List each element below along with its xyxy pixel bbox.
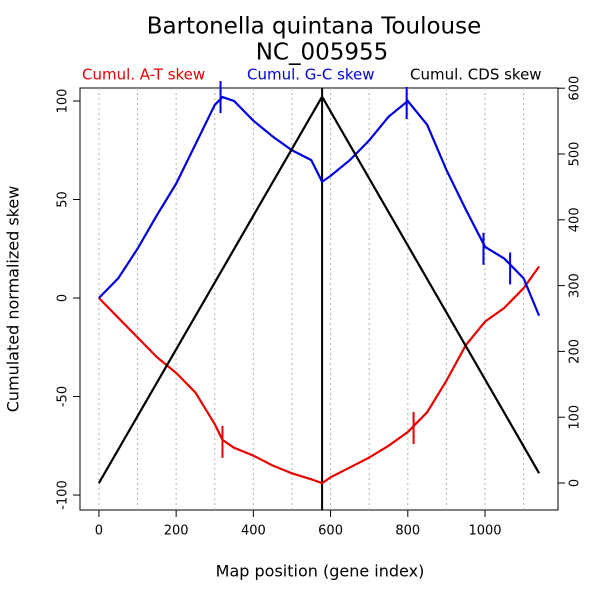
y-tick-label: -100 (56, 480, 71, 510)
y-tick-label: 0 (56, 294, 71, 302)
legend-label: Cumul. G-C skew (247, 66, 375, 84)
y2-tick-label: 400 (568, 207, 583, 232)
chart-subtitle: NC_005955 (256, 40, 389, 66)
legend-label: Cumul. CDS skew (410, 66, 542, 84)
series-line (98, 95, 541, 317)
y2-tick-label: 500 (568, 142, 583, 167)
x-tick-label: 800 (395, 524, 420, 539)
y2-tick-label: 300 (568, 273, 583, 298)
chart-title: Bartonella quintana Toulouse (147, 14, 482, 40)
x-tick-label: 0 (95, 524, 103, 539)
x-tick-label: 200 (164, 524, 189, 539)
x-tick-label: 400 (241, 524, 266, 539)
y2-tick-label: 100 (568, 405, 583, 430)
y-axis-label: Cumulated normalized skew (4, 186, 23, 413)
y2-tick-label: 600 (568, 76, 583, 101)
x-tick-label: 600 (318, 524, 343, 539)
y2-tick-label: 200 (568, 339, 583, 364)
x-axis-label: Map position (gene index) (216, 562, 425, 581)
plot-frame (79, 87, 559, 511)
series-line (98, 265, 540, 485)
legend-label: Cumul. A-T skew (82, 66, 205, 84)
y-tick-label: 50 (56, 191, 71, 208)
y-tick-label: -50 (56, 386, 71, 407)
y2-tick-label: 0 (568, 479, 583, 487)
x-tick-label: 1000 (468, 524, 501, 539)
y-tick-label: 100 (56, 89, 71, 114)
series-line (97, 94, 541, 484)
